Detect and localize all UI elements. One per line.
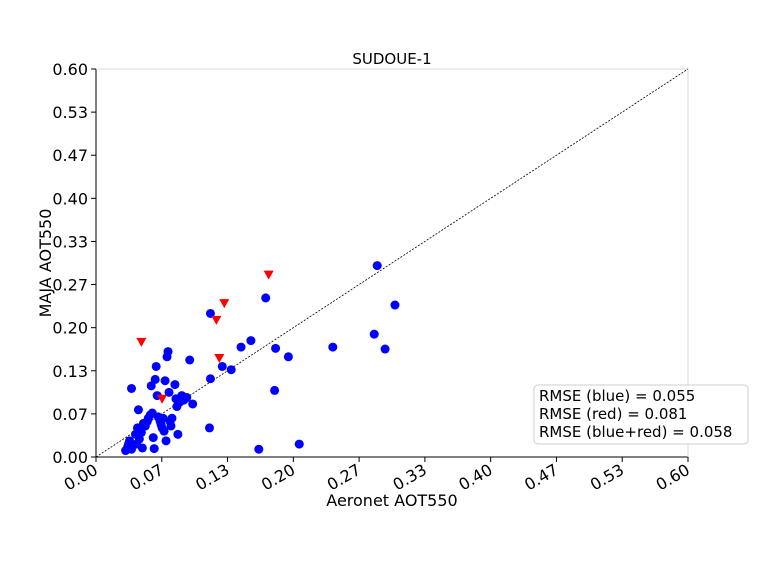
blue-point (137, 443, 147, 453)
y-tick-label: 0.00 (52, 448, 88, 467)
blue-point (166, 421, 176, 431)
y-tick-label: 0.60 (52, 60, 88, 79)
blue-point (127, 383, 137, 393)
blue-point (125, 436, 135, 446)
blue-point (164, 387, 174, 397)
blue-point (271, 343, 281, 353)
blue-point (150, 374, 160, 384)
y-tick-label: 0.40 (52, 189, 88, 208)
red-point (214, 354, 225, 364)
blue-point (185, 355, 195, 365)
blue-point (226, 365, 236, 375)
x-tick-label: 0.60 (653, 460, 693, 494)
blue-point (148, 433, 158, 443)
red-point (263, 270, 274, 280)
red-point (211, 315, 222, 325)
blue-point (205, 308, 215, 318)
blue-point (328, 342, 338, 352)
x-tick-label: 0.40 (455, 460, 495, 494)
red-point (136, 337, 147, 347)
blue-point (149, 444, 159, 454)
red-point (219, 299, 230, 309)
x-tick-label: 0.53 (587, 460, 627, 494)
blue-point (167, 413, 177, 423)
blue-point (261, 293, 271, 303)
blue-point (170, 380, 180, 390)
x-tick-label: 0.20 (258, 460, 298, 494)
blue-point (163, 347, 173, 357)
data-points (121, 261, 400, 456)
blue-point (173, 429, 183, 439)
blue-point (380, 344, 390, 354)
y-tick-label: 0.13 (52, 362, 88, 381)
x-axis-ticks: 0.00 0.07 0.13 0.20 0.27 0.33 0.40 0.47 0.53 0.60 (61, 457, 693, 494)
blue-point (283, 352, 293, 362)
y-tick-label: 0.47 (52, 146, 88, 165)
x-axis-title: Aeronet AOT550 (326, 491, 457, 510)
blue-point (246, 336, 256, 346)
blue-point (372, 261, 382, 271)
x-tick-label: 0.13 (192, 460, 232, 494)
blue-point (182, 393, 192, 403)
rmse-legend-frame (533, 384, 749, 445)
blue-point (160, 376, 170, 386)
y-tick-label: 0.27 (52, 276, 88, 295)
blue-point (217, 361, 227, 371)
blue-point (294, 439, 304, 449)
rmse-blue: RMSE (blue) = 0.055 (539, 387, 695, 405)
blue-point (369, 329, 379, 339)
blue-point (390, 300, 400, 310)
y-axis-ticks: 0.00 0.07 0.13 0.20 0.27 0.33 0.40 0.47 0.53 0.60 (52, 60, 96, 467)
y-tick-label: 0.33 (52, 232, 88, 251)
y-axis-title: MAJA AOT550 (36, 209, 55, 318)
blue-point (236, 342, 246, 352)
rmse-legend-box: RMSE (blue) = 0.055 RMSE (red) = 0.081 R… (533, 384, 749, 445)
x-tick-label: 0.07 (126, 460, 166, 494)
blue-point (188, 399, 198, 409)
blue-point (270, 385, 280, 395)
x-tick-label: 0.33 (390, 460, 430, 494)
blue-point (204, 423, 214, 433)
blue-point (159, 426, 169, 436)
y-tick-label: 0.07 (52, 405, 88, 424)
identity-line (95, 68, 689, 458)
red-point (157, 394, 168, 404)
blue-point (133, 405, 143, 415)
blue-point (205, 374, 215, 384)
blue-point (151, 361, 161, 371)
y-tick-label: 0.53 (52, 103, 88, 122)
blue-point (158, 413, 168, 423)
blue-point (161, 436, 171, 446)
x-tick-label: 0.27 (324, 460, 364, 494)
x-tick-label: 0.47 (521, 460, 561, 494)
rmse-blue-red: RMSE (blue+red) = 0.058 (539, 423, 732, 441)
blue-point (254, 444, 264, 454)
blue-point (136, 427, 146, 437)
y-tick-label: 0.20 (52, 319, 88, 338)
blue-point (146, 381, 156, 391)
rmse-red: RMSE (red) = 0.081 (539, 405, 687, 423)
chart-title: SUDOUE-1 (352, 50, 431, 68)
